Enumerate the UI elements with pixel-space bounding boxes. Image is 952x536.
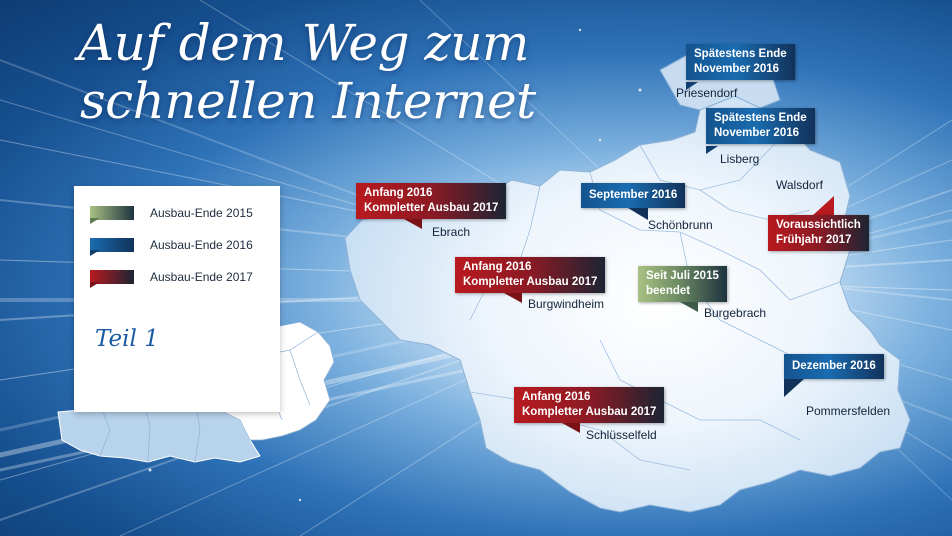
callout-burgebrach: Seit Juli 2015 beendet — [638, 266, 727, 302]
legend-swatch-2016 — [90, 238, 134, 252]
legend-label: Ausbau-Ende 2016 — [150, 238, 253, 252]
legend: Ausbau-Ende 2015 Ausbau-Ende 2016 Ausbau… — [74, 186, 280, 412]
town-label-schoenbrunn: Schönbrunn — [648, 218, 713, 232]
page-title-line-2: schnellen Internet — [80, 72, 536, 130]
callout-lisberg: Spätestens Ende November 2016 — [706, 108, 815, 144]
legend-label: Ausbau-Ende 2017 — [150, 270, 253, 284]
callout-priesendorf: Spätestens Ende November 2016 — [686, 44, 795, 80]
callout-tail — [706, 146, 718, 154]
town-label-burgwindheim: Burgwindheim — [528, 297, 605, 311]
callout-tail — [504, 293, 522, 303]
legend-label: Ausbau-Ende 2015 — [150, 206, 253, 220]
callout-walsdorf: Voraussichtlich Frühjahr 2017 — [768, 215, 869, 251]
callout-ebrach: Anfang 2016 Kompletter Ausbau 2017 — [356, 183, 507, 219]
town-label-pommersfelden: Pommersfelden — [806, 404, 891, 418]
callout-tail — [404, 219, 422, 229]
callout-schoenbrunn: September 2016 — [581, 183, 686, 208]
town-label-burgebrach: Burgebrach — [704, 306, 767, 320]
callout-pommersfelden: Dezember 2016 — [784, 354, 884, 379]
landkreis-outline — [344, 95, 911, 513]
town-label-schluesselfeld: Schlüsselfeld — [586, 428, 657, 442]
legend-swatch-2017 — [90, 270, 134, 284]
callout-tail — [628, 208, 648, 220]
town-label-priesendorf: Priesendorf — [676, 86, 738, 100]
callout-burgwindheim: Anfang 2016 Kompletter Ausbau 2017 — [455, 257, 606, 293]
page-title-line-1: Auf dem Weg zum — [78, 14, 529, 72]
town-label-lisberg: Lisberg — [720, 152, 760, 166]
callout-tail — [812, 196, 834, 216]
town-label-walsdorf: Walsdorf — [776, 178, 823, 192]
legend-swatch-2015 — [90, 206, 134, 220]
callout-tail — [686, 82, 698, 90]
callout-tail — [680, 302, 698, 312]
town-label-ebrach: Ebrach — [432, 225, 471, 239]
callout-schluesselfeld: Anfang 2016 Kompletter Ausbau 2017 — [514, 387, 665, 423]
callout-tail — [784, 379, 804, 397]
part-label: Teil 1 — [95, 326, 159, 352]
callout-tail — [562, 423, 580, 433]
